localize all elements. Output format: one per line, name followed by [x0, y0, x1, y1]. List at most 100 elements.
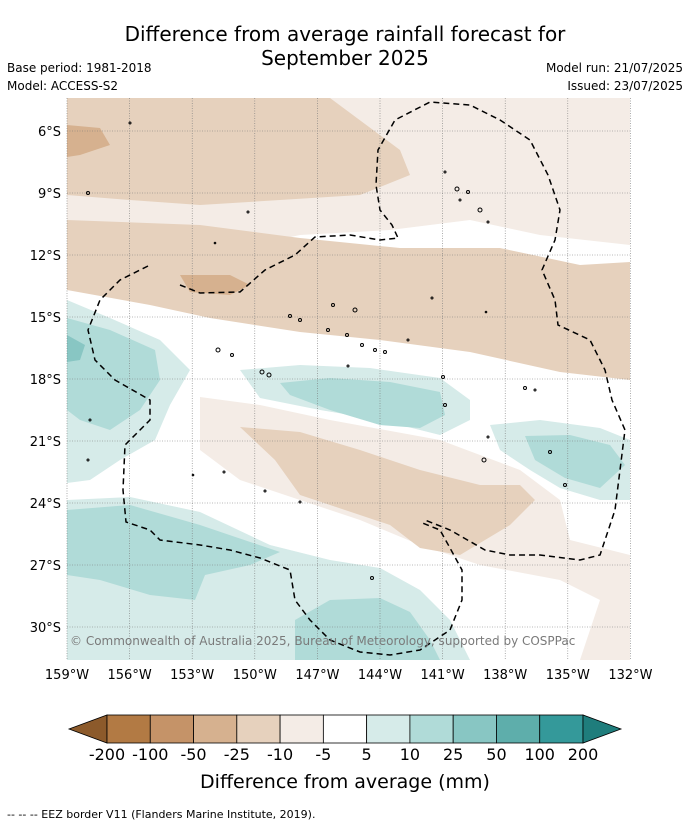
wet-west-core	[67, 318, 160, 430]
island	[263, 489, 267, 493]
colorbar-swatch	[539, 714, 584, 744]
island	[86, 458, 90, 462]
colorbar-title: Difference from average (mm)	[200, 771, 490, 793]
island	[326, 328, 330, 332]
island	[246, 210, 250, 214]
lat-label: 18°S	[30, 373, 61, 388]
colorbar-swatch	[149, 714, 194, 744]
lon-label: 135°W	[546, 668, 590, 683]
colorbar-tick-label: -25	[223, 745, 250, 764]
island	[352, 307, 358, 313]
lat-label: 21°S	[30, 435, 61, 450]
island	[346, 364, 350, 368]
lon-label: 141°W	[421, 668, 465, 683]
lat-label: 12°S	[30, 249, 61, 264]
lat-label: 6°S	[38, 125, 61, 140]
longitude-labels: 159°W 156°W 153°W 150°W 147°W 144°W 141°W 138°W…	[45, 668, 653, 683]
island	[331, 303, 335, 307]
island	[266, 372, 272, 378]
island	[486, 220, 490, 224]
island	[259, 369, 265, 375]
island	[443, 170, 447, 174]
dry-band-inner-1	[67, 98, 410, 205]
island	[298, 318, 302, 322]
island	[523, 386, 527, 390]
island-outlines	[86, 121, 567, 580]
island	[288, 314, 292, 318]
colorbar-tick-label: 50	[486, 745, 507, 764]
island	[88, 418, 92, 422]
island	[454, 186, 460, 192]
colorbar-swatch	[496, 714, 541, 744]
lon-label: 150°W	[233, 668, 277, 683]
island	[484, 310, 488, 314]
dry-band-inner-2	[67, 220, 630, 380]
lat-label: 9°S	[38, 187, 61, 202]
colorbar-swatch	[409, 714, 454, 744]
colorbar-tick-label: -50	[180, 745, 207, 764]
island	[430, 296, 434, 300]
lat-label: 30°S	[30, 621, 61, 636]
lon-label: 132°W	[608, 668, 652, 683]
lon-label: 138°W	[483, 668, 527, 683]
island	[441, 375, 445, 379]
colorbar-tick-label: 25	[442, 745, 464, 764]
island	[466, 190, 470, 194]
wet-central-core	[280, 378, 445, 428]
colorbar-tick-label: 200	[567, 745, 599, 764]
colorbar-swatch	[366, 714, 411, 744]
island	[86, 191, 90, 195]
eez-legend-text: -- -- -- EEZ border V11 (Flanders Marine…	[7, 808, 316, 821]
island	[230, 353, 234, 357]
title-line-1: Difference from average rainfall forecas…	[124, 22, 566, 46]
colorbar-tick-label: -5	[315, 745, 332, 764]
island	[222, 470, 226, 474]
lon-label: 156°W	[108, 668, 152, 683]
map-fill-layer	[67, 98, 630, 660]
lon-label: 153°W	[170, 668, 214, 683]
lat-label: 15°S	[30, 311, 61, 326]
eez-border-top	[179, 101, 626, 561]
lon-label: 159°W	[45, 668, 89, 683]
colorbar-swatch	[279, 714, 324, 744]
eez-border-west	[87, 265, 463, 656]
island	[128, 121, 132, 125]
issued-text: Issued: 23/07/2025	[567, 79, 683, 93]
island	[370, 576, 374, 580]
model-text: Model: ACCESS-S2	[7, 79, 119, 93]
island	[298, 500, 302, 504]
colorbar-tick-label: 5	[361, 745, 372, 764]
island	[563, 483, 567, 487]
copyright-text: © Commonwealth of Australia 2025, Bureau…	[70, 634, 576, 648]
latitude-labels: 6°S 9°S 12°S 15°S 18°S 21°S 24°S 27°S 30°S	[30, 125, 61, 636]
base-period-text: Base period: 1981-2018	[7, 61, 152, 75]
island	[406, 338, 410, 342]
dry-band-south-inner	[240, 427, 535, 555]
map-title: Difference from average rainfall forecas…	[0, 22, 690, 70]
island	[360, 343, 364, 347]
colorbar-swatch	[322, 714, 368, 744]
colorbar-tick-label: 10	[399, 745, 421, 764]
island	[548, 450, 552, 454]
colorbar-tick-label: -200	[88, 745, 126, 764]
colorbar-swatch	[236, 714, 281, 744]
dry-core-1	[67, 125, 110, 157]
eez-border	[87, 101, 626, 656]
lon-label: 147°W	[295, 668, 339, 683]
title-line-2: September 2025	[261, 46, 429, 70]
grid-lines	[66, 98, 631, 660]
colorbar-tick-label: -100	[132, 745, 169, 764]
island	[383, 350, 387, 354]
dry-core-2	[180, 275, 250, 295]
colorbar-tick-label: 100	[524, 745, 555, 764]
colorbar-swatch	[193, 714, 238, 744]
colorbar-swatch	[452, 714, 497, 744]
wet-west-core-2	[67, 335, 85, 362]
island	[458, 198, 462, 202]
wet-east-core	[525, 435, 625, 488]
island	[486, 435, 490, 439]
island	[345, 333, 349, 337]
island	[477, 207, 483, 213]
colorbar-tick-label: -10	[267, 745, 294, 764]
lon-label: 144°W	[358, 668, 402, 683]
